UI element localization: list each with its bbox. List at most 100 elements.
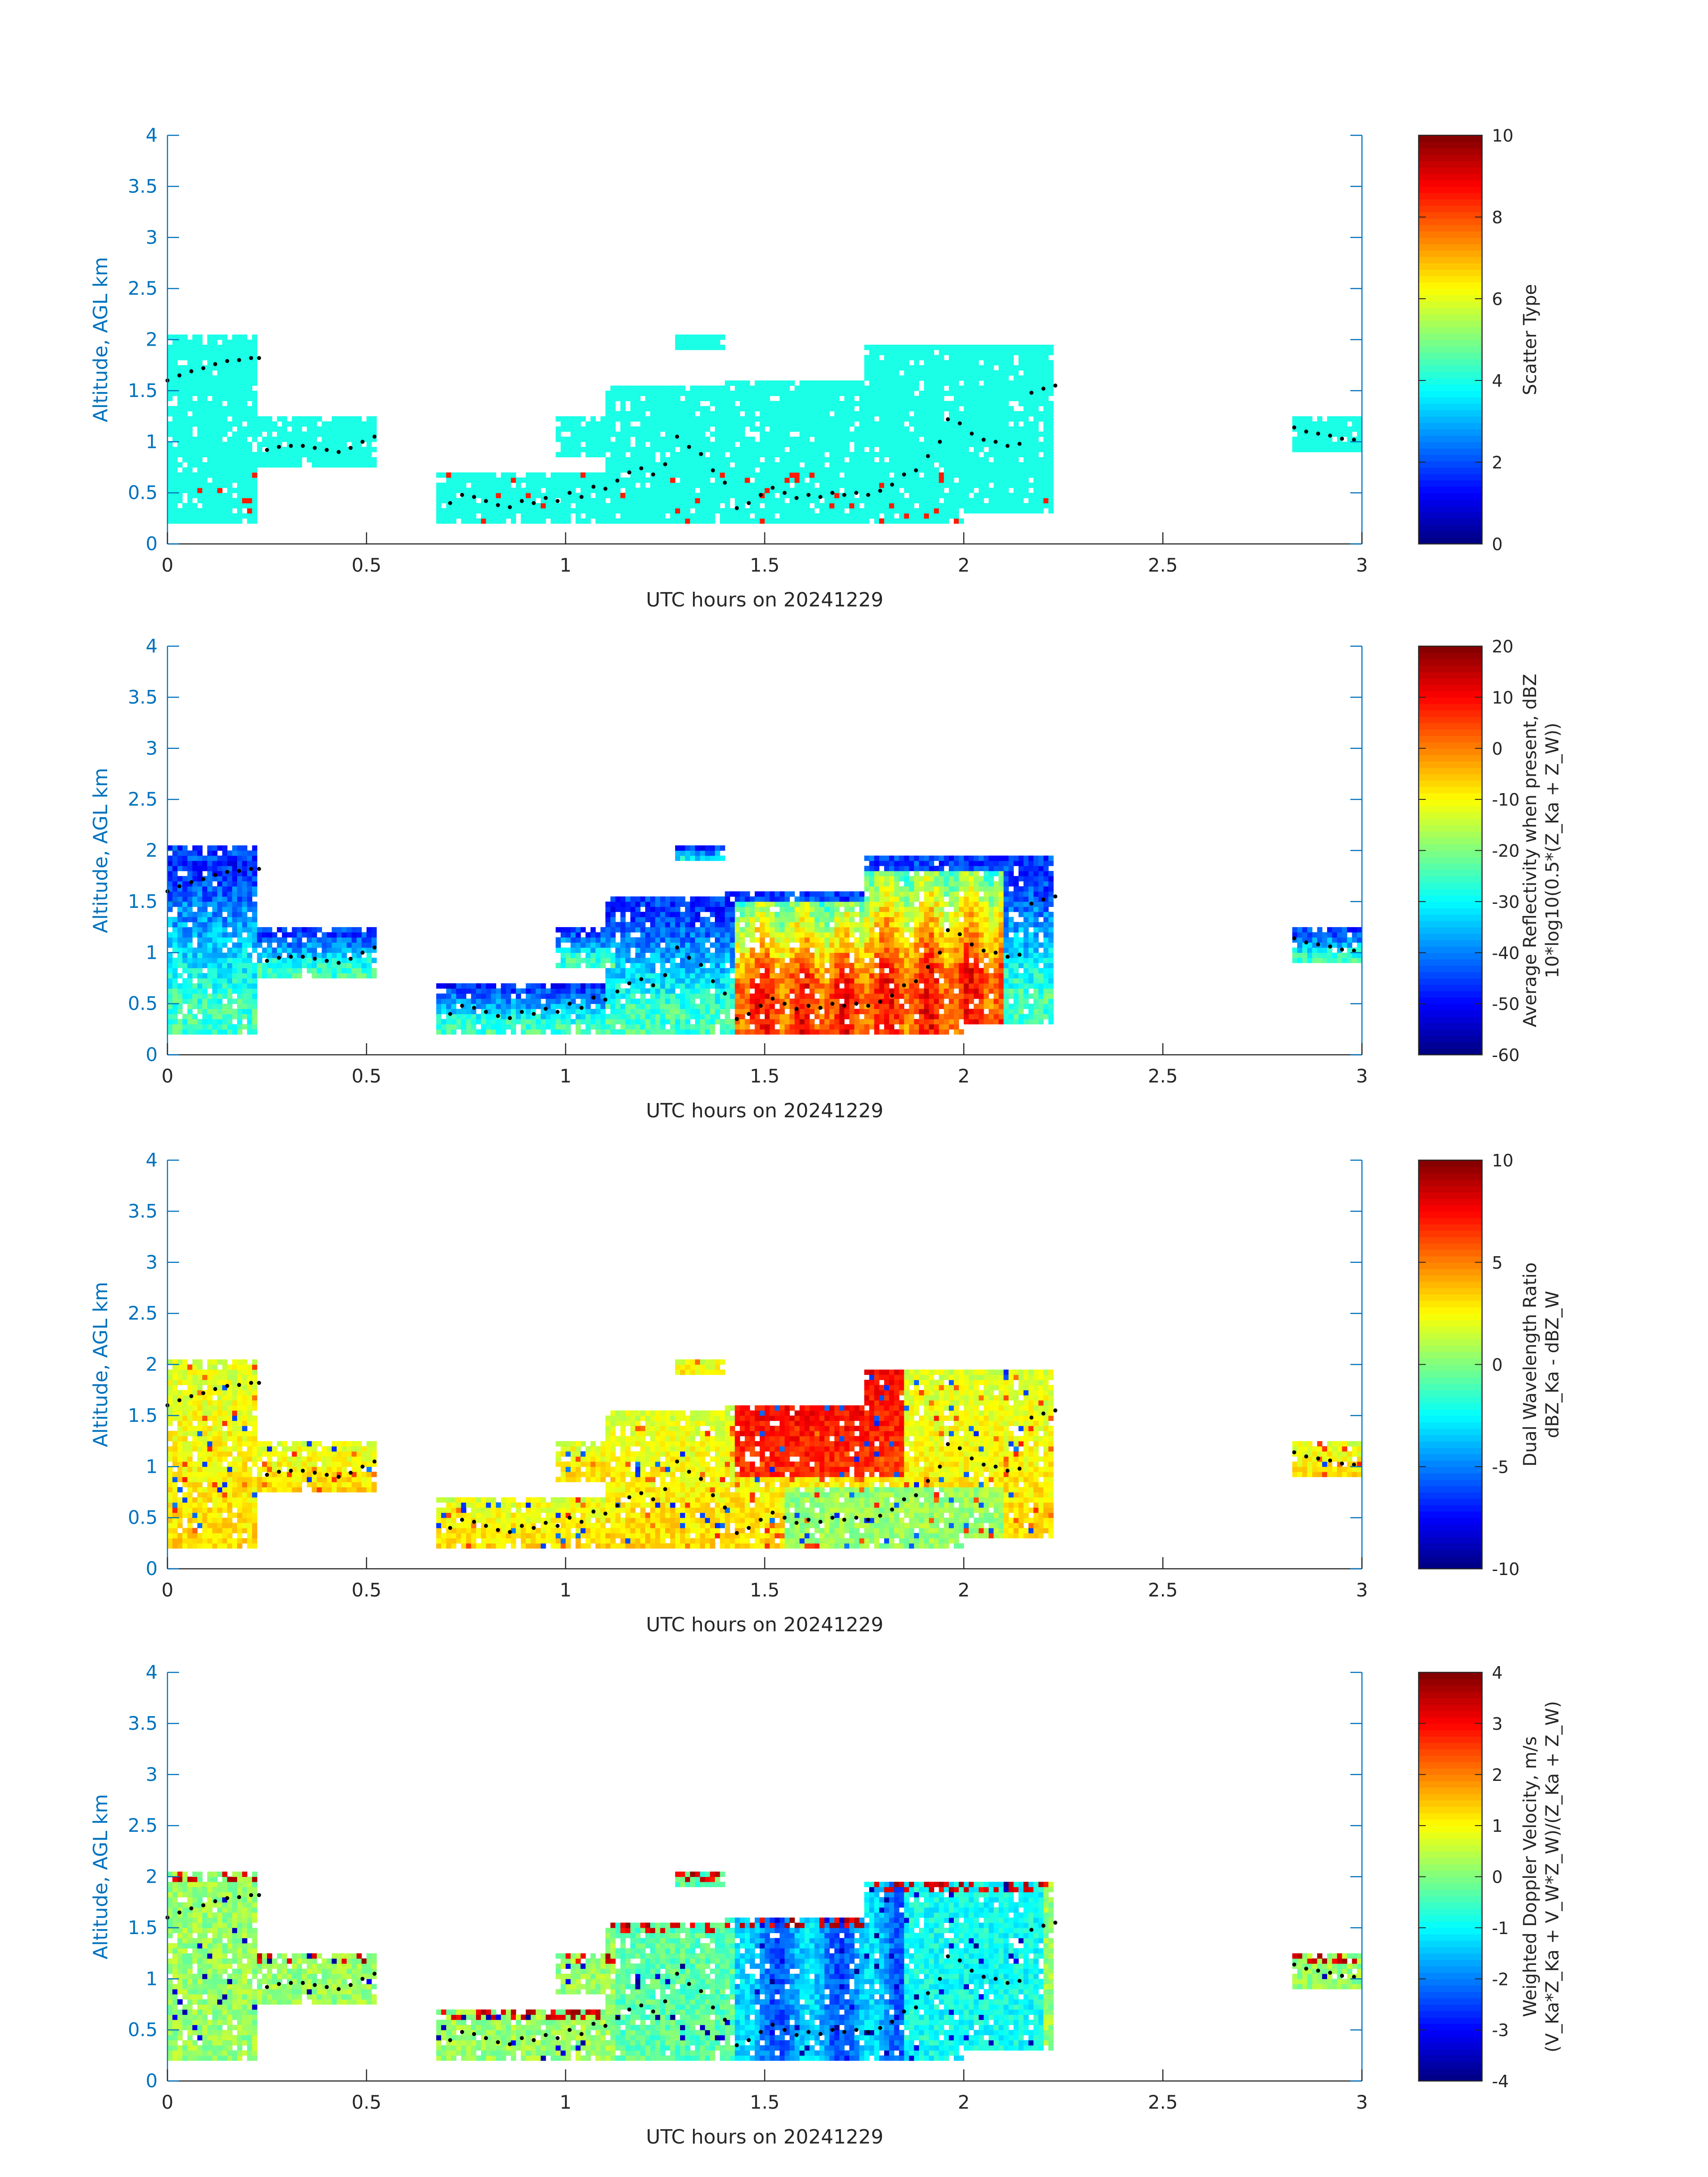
- heatmap-cell: [650, 396, 656, 401]
- heatmap-cell: [978, 457, 984, 463]
- heatmap-cell: [237, 876, 242, 882]
- heatmap-cell: [296, 963, 302, 969]
- heatmap-cell: [680, 344, 685, 350]
- heatmap-cell: [829, 421, 835, 427]
- heatmap-cell: [1013, 365, 1019, 371]
- heatmap-cell: [252, 1009, 258, 1015]
- heatmap-cell: [944, 360, 949, 366]
- heatmap-cell: [207, 508, 213, 514]
- heatmap-cell: [939, 457, 944, 463]
- heatmap-cell: [785, 411, 790, 417]
- heatmap-cell: [983, 350, 989, 355]
- heatmap-cell: [948, 385, 954, 391]
- heatmap-cell: [347, 426, 352, 432]
- heatmap-cell: [675, 462, 681, 468]
- heatmap-cell: [725, 416, 730, 422]
- heatmap-cell: [973, 406, 979, 412]
- heatmap-cell: [326, 942, 332, 948]
- heatmap-cell: [829, 503, 835, 509]
- heatmap-cell: [595, 518, 601, 524]
- heatmap-cell: [555, 431, 561, 437]
- heatmap-cell: [874, 365, 880, 371]
- heatmap-cell: [690, 452, 695, 458]
- heatmap-cell: [347, 973, 352, 978]
- heatmap-cell: [874, 493, 880, 498]
- heatmap-cell: [242, 452, 247, 458]
- heatmap-cell: [700, 436, 706, 442]
- heatmap-cell: [973, 416, 979, 422]
- cloud-top-dot: [627, 470, 631, 475]
- heatmap-cell: [436, 498, 442, 504]
- colorbar-swatch: [1419, 352, 1482, 359]
- heatmap-cell: [924, 513, 929, 519]
- heatmap-cell: [844, 503, 850, 509]
- heatmap-cell: [172, 978, 178, 984]
- heatmap-cell: [326, 452, 332, 458]
- heatmap-cell: [948, 360, 954, 366]
- heatmap-cell: [247, 1009, 252, 1015]
- heatmap-cell: [899, 401, 905, 406]
- heatmap-cell: [232, 498, 238, 504]
- heatmap-cell: [526, 477, 531, 483]
- heatmap-cell: [939, 447, 944, 452]
- heatmap-cell: [456, 999, 462, 1004]
- heatmap-cell: [764, 498, 770, 504]
- heatmap-cell: [690, 334, 695, 340]
- heatmap-cell: [590, 436, 596, 442]
- heatmap-cell: [615, 452, 621, 458]
- heatmap-cell: [361, 436, 367, 442]
- heatmap-cell: [809, 447, 815, 452]
- heatmap-cell: [232, 845, 238, 851]
- heatmap-cell: [466, 472, 472, 478]
- heatmap-cell: [904, 396, 910, 401]
- colorbar-tick-label: 0: [1492, 535, 1503, 554]
- heatmap-cell: [720, 401, 725, 406]
- heatmap-cell: [899, 375, 905, 381]
- heatmap-cell: [585, 488, 591, 493]
- heatmap-cell: [202, 947, 208, 953]
- heatmap-cell: [665, 467, 671, 473]
- heatmap-cell: [187, 865, 193, 871]
- heatmap-cell: [227, 993, 233, 999]
- heatmap-cell: [994, 360, 999, 366]
- heatmap-cell: [695, 477, 701, 483]
- heatmap-cell: [172, 855, 178, 861]
- heatmap-cell: [277, 452, 282, 458]
- heatmap-cell: [764, 508, 770, 514]
- heatmap-cell: [978, 370, 984, 376]
- heatmap-cell: [874, 390, 880, 396]
- heatmap-cell: [610, 498, 616, 504]
- heatmap-cell: [779, 477, 785, 483]
- heatmap-cell: [924, 426, 929, 432]
- heatmap-cell: [167, 513, 173, 519]
- heatmap-cell: [670, 436, 676, 442]
- heatmap-cell: [446, 1009, 451, 1015]
- heatmap-cell: [172, 968, 178, 974]
- heatmap-cell: [585, 472, 591, 478]
- heatmap-cell: [551, 513, 556, 519]
- heatmap-cell: [715, 447, 720, 452]
- heatmap-cell: [998, 375, 1004, 381]
- heatmap-cell: [222, 396, 228, 401]
- heatmap-cell: [1033, 360, 1039, 366]
- heatmap-cell: [715, 385, 720, 391]
- heatmap-cell: [1048, 370, 1054, 376]
- heatmap-cell: [799, 488, 805, 493]
- heatmap-cell: [640, 436, 646, 442]
- heatmap-cell: [187, 947, 193, 953]
- heatmap-cell: [909, 498, 915, 504]
- heatmap-cell: [998, 467, 1004, 473]
- heatmap-cell: [540, 477, 546, 483]
- heatmap-cell: [879, 421, 885, 427]
- heatmap-cell: [934, 344, 940, 350]
- heatmap-cell: [187, 467, 193, 473]
- heatmap-cell: [292, 973, 297, 978]
- heatmap-cell: [739, 426, 745, 432]
- heatmap-cell: [854, 488, 860, 493]
- heatmap-cell: [182, 385, 188, 391]
- heatmap-cell: [247, 344, 252, 350]
- heatmap-cell: [620, 396, 626, 401]
- heatmap-cell: [1023, 355, 1029, 360]
- heatmap-cell: [361, 462, 367, 468]
- heatmap-cell: [222, 957, 228, 963]
